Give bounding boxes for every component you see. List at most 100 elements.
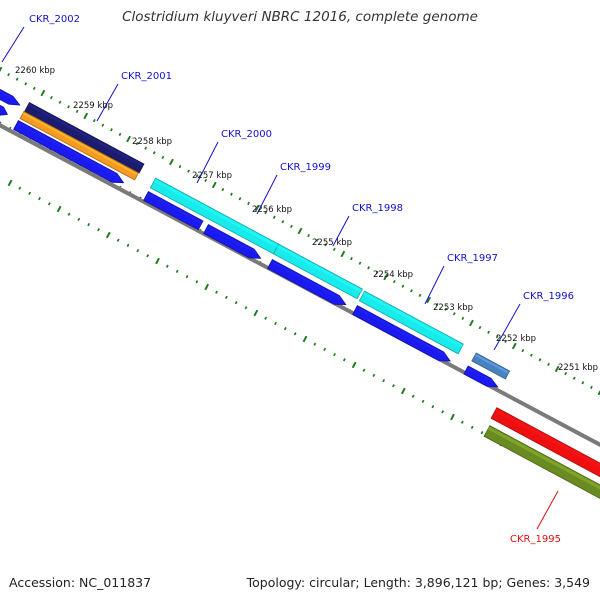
outer-tick (297, 227, 303, 235)
outer-tick (564, 371, 568, 376)
outer-tick (238, 197, 242, 201)
outer-tick (340, 250, 346, 258)
gene-arrow-ckr2001-orange (19, 110, 140, 181)
inner-tick (411, 394, 415, 398)
inner-tick (372, 373, 376, 378)
inner-tick (97, 228, 100, 232)
inner-tick (313, 342, 317, 346)
outer-tick (469, 319, 474, 327)
outer-tick-track (0, 66, 600, 396)
inner-tick (351, 361, 357, 369)
outer-tick (67, 105, 70, 109)
gene-arrow-ckr1996-steel (471, 352, 511, 380)
label-leader-line (196, 141, 219, 184)
gene-label: CKR_2000 (221, 129, 272, 140)
inner-tick (244, 306, 248, 310)
gene-arrow-ckr1998-inner (267, 259, 347, 306)
inner-tick (77, 217, 81, 222)
inner-tick (431, 404, 435, 409)
outer-tick (401, 284, 405, 288)
inner-tick (155, 257, 160, 265)
inner-tick (333, 352, 336, 357)
map-title: Clostridium kluyveri NBRC 12016, complet… (122, 9, 478, 25)
gene-features (0, 88, 600, 499)
outer-tick (204, 178, 208, 183)
inner-tick (323, 347, 327, 352)
inner-tick (136, 248, 140, 253)
outer-tick (40, 89, 46, 97)
inner-tick (7, 179, 13, 187)
outer-tick (547, 362, 550, 367)
gene-label: CKR_2002 (29, 14, 80, 25)
outer-tick (75, 109, 79, 114)
genome-summary-text: Topology: circular; Length: 3,896,121 bp… (246, 575, 590, 590)
ruler-label: 2257 kbp (192, 171, 232, 181)
inner-tick (47, 202, 51, 206)
inner-tick (56, 205, 62, 213)
outer-tick (272, 215, 276, 219)
inner-tick (116, 238, 120, 242)
inner-tick (460, 420, 464, 424)
inner-tick (195, 280, 199, 284)
inner-tick (204, 283, 210, 291)
outer-tick (581, 381, 585, 385)
gene-label: CKR_1996 (523, 291, 574, 302)
outer-tick (144, 146, 148, 150)
outer-tick (15, 77, 19, 81)
inner-tick (67, 212, 71, 216)
outer-tick (50, 95, 53, 100)
outer-tick (315, 238, 319, 242)
inner-tick (441, 410, 445, 414)
label-leader-line (96, 83, 119, 122)
outer-tick (504, 339, 508, 344)
outer-tick (83, 112, 89, 120)
inner-tick (362, 368, 366, 372)
inner-tick (18, 186, 22, 190)
inner-tick (302, 335, 308, 343)
gene-label: CKR_1995 (510, 534, 561, 545)
outer-tick (247, 201, 250, 206)
gene-label: CKR_1998 (352, 203, 403, 214)
outer-tick (230, 192, 233, 196)
label-leader-line (536, 490, 559, 530)
label-leader-line (256, 174, 278, 215)
label-leader-line (332, 215, 350, 247)
outer-tick (590, 385, 593, 390)
outer-tick (383, 273, 389, 281)
label-leader-lines (1, 26, 559, 530)
inner-tick (215, 290, 218, 294)
outer-tick (195, 174, 199, 178)
ruler-label: 2259 kbp (73, 101, 113, 111)
gene-label: CKR_2001 (121, 71, 172, 82)
outer-tick (511, 342, 517, 350)
inner-tick (38, 196, 41, 201)
inner-tick (480, 430, 484, 435)
outer-tick (495, 335, 499, 339)
outer-tick (426, 296, 431, 304)
inner-tick (293, 332, 297, 336)
gene-arrow-ckr2002-inner (0, 104, 9, 116)
ruler-label: 2252 kbp (496, 334, 536, 344)
inner-tick (421, 399, 425, 404)
inner-tick (283, 326, 287, 331)
ruler-label: 2251 kbp (558, 363, 598, 373)
middle-tick (0, 121, 2, 125)
outer-tick (452, 312, 456, 316)
outer-tick (187, 169, 190, 173)
outer-tick (101, 123, 105, 127)
gene-label: CKR_1997 (447, 253, 498, 264)
inner-tick (450, 413, 455, 421)
inner-tick (392, 384, 395, 388)
label-leader-line (1, 26, 25, 63)
gene-label: CKR_1999 (280, 162, 331, 173)
outer-tick (572, 376, 576, 380)
outer-tick (521, 348, 525, 353)
inner-tick (234, 300, 238, 305)
gene-arrow-ckr1999-inner (203, 224, 262, 259)
ruler-label: 2253 kbp (433, 303, 473, 313)
outer-tick (169, 158, 174, 166)
outer-tick (418, 293, 422, 298)
ruler-label: 2255 kbp (312, 238, 352, 248)
outer-tick (92, 118, 96, 123)
outer-tick (264, 210, 268, 215)
